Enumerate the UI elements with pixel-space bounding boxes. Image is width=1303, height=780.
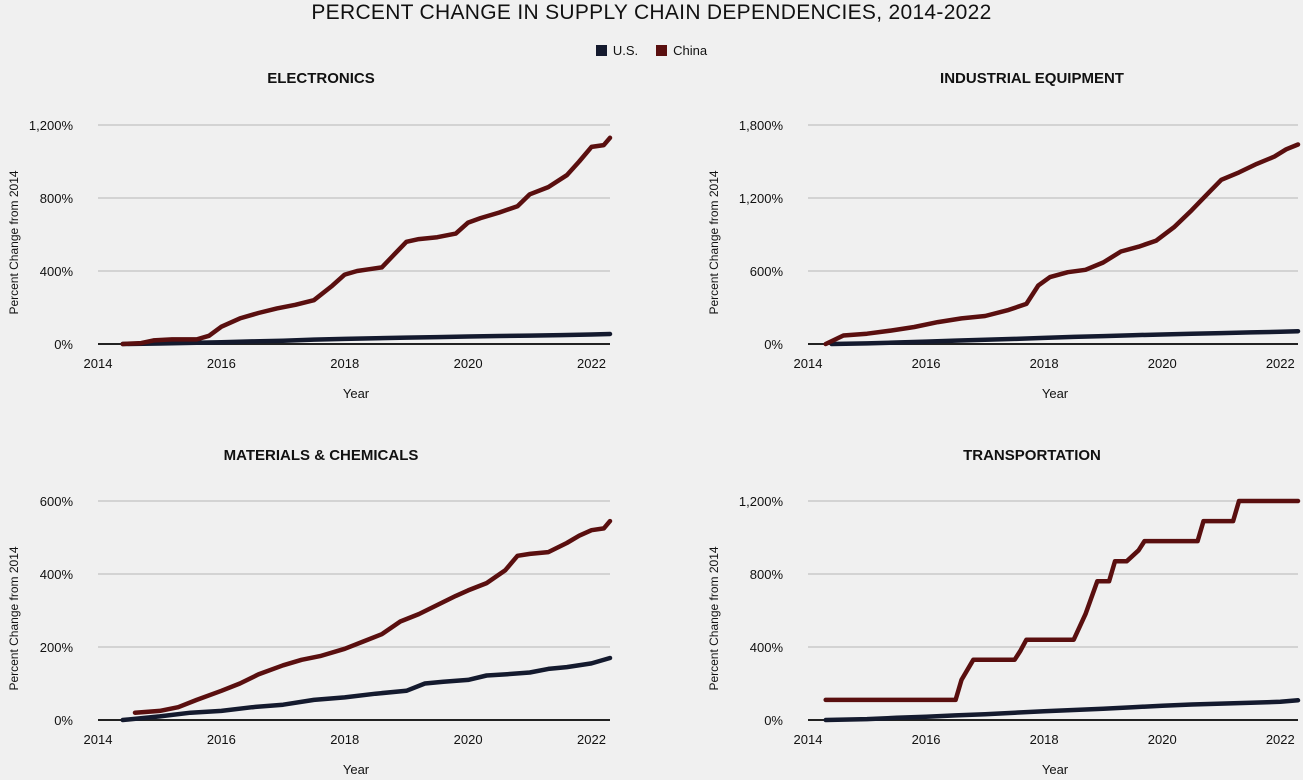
electronics-x-tick-label: 2020 bbox=[454, 356, 483, 371]
materials-chemicals-chart: MATERIALS & CHEMICALS 0% 200% 400% 600% 2014 2… bbox=[7, 447, 613, 777]
industrial-equipment-series-u-s bbox=[829, 328, 1301, 347]
legend-label-us: U.S. bbox=[612, 42, 639, 58]
transportation-x-axis-label: Year bbox=[1042, 762, 1069, 777]
industrial-equipment-title: INDUSTRIAL EQUIPMENT bbox=[940, 70, 1124, 87]
industrial-equipment-x-axis-label: Year bbox=[1042, 386, 1069, 401]
legend-swatch-us bbox=[595, 44, 607, 56]
legend-label-china: China bbox=[673, 42, 708, 58]
materials-chemicals-series-china bbox=[132, 518, 613, 715]
transportation-x-tick-label: 2022 bbox=[1266, 732, 1295, 747]
legend-swatch-china bbox=[656, 44, 668, 56]
industrial-equipment-x-tick-label: 2022 bbox=[1266, 356, 1295, 371]
electronics-y-tick-label: 800% bbox=[40, 191, 74, 206]
electronics-series-china bbox=[120, 135, 613, 347]
transportation-y-tick-label: 0% bbox=[764, 713, 783, 728]
electronics-y-tick-label: 0% bbox=[54, 337, 73, 352]
electronics-y-tick-label: 400% bbox=[40, 264, 74, 279]
transportation-y-tick-label: 400% bbox=[750, 640, 784, 655]
transportation-series-u-s bbox=[823, 698, 1301, 723]
electronics-x-tick-label: 2014 bbox=[84, 356, 113, 371]
legend: U.S. China bbox=[0, 40, 1303, 60]
materials-chemicals-title: MATERIALS & CHEMICALS bbox=[224, 447, 419, 464]
materials-chemicals-y-tick-label: 0% bbox=[54, 713, 73, 728]
materials-chemicals-y-tick-label: 600% bbox=[40, 494, 74, 509]
transportation-series-china bbox=[823, 498, 1301, 703]
transportation-y-tick-label: 1,200% bbox=[739, 494, 784, 509]
industrial-equipment-y-tick-label: 1,800% bbox=[739, 118, 784, 133]
transportation-x-tick-label: 2018 bbox=[1030, 732, 1059, 747]
industrial-equipment-y-tick-label: 0% bbox=[764, 337, 783, 352]
industrial-equipment-series-china bbox=[823, 142, 1301, 347]
materials-chemicals-y-axis-label: Percent Change from 2014 bbox=[7, 546, 21, 690]
materials-chemicals-series-u-s bbox=[120, 655, 613, 723]
industrial-equipment-y-tick-label: 1,200% bbox=[739, 191, 784, 206]
legend-item-china: China bbox=[656, 43, 707, 58]
transportation-x-tick-label: 2014 bbox=[794, 732, 823, 747]
transportation-y-tick-label: 800% bbox=[750, 567, 784, 582]
electronics-x-tick-label: 2018 bbox=[330, 356, 359, 371]
electronics-x-axis-label: Year bbox=[343, 386, 370, 401]
electronics-chart: ELECTRONICS 0% 400% 800% 1,200% 2014 2016 2018 2… bbox=[7, 70, 613, 401]
transportation-x-tick-label: 2020 bbox=[1148, 732, 1177, 747]
electronics-x-tick-label: 2016 bbox=[207, 356, 236, 371]
materials-chemicals-y-tick-label: 200% bbox=[40, 640, 74, 655]
electronics-series-u-s bbox=[120, 331, 613, 347]
industrial-equipment-x-tick-label: 2020 bbox=[1148, 356, 1177, 371]
industrial-equipment-x-tick-label: 2018 bbox=[1030, 356, 1059, 371]
materials-chemicals-x-tick-label: 2016 bbox=[207, 732, 236, 747]
electronics-y-axis-label: Percent Change from 2014 bbox=[7, 170, 21, 314]
materials-chemicals-x-axis-label: Year bbox=[343, 762, 370, 777]
industrial-equipment-y-axis-label: Percent Change from 2014 bbox=[707, 170, 721, 314]
transportation-x-tick-label: 2016 bbox=[912, 732, 941, 747]
industrial-equipment-chart: INDUSTRIAL EQUIPMENT 0% 600% 1,200% 1,800% 20… bbox=[707, 70, 1301, 401]
chart-title: PERCENT CHANGE IN SUPPLY CHAIN DEPENDENC… bbox=[311, 1, 992, 24]
materials-chemicals-y-tick-label: 400% bbox=[40, 567, 74, 582]
transportation-chart: TRANSPORTATION 0% 400% 800% 1,200% 2014 2016 20… bbox=[707, 447, 1301, 777]
electronics-y-tick-label: 1,200% bbox=[29, 118, 74, 133]
materials-chemicals-x-tick-label: 2022 bbox=[577, 732, 606, 747]
legend-item-us: U.S. bbox=[595, 42, 639, 58]
electronics-title: ELECTRONICS bbox=[267, 70, 375, 87]
materials-chemicals-x-tick-label: 2020 bbox=[454, 732, 483, 747]
materials-chemicals-x-tick-label: 2018 bbox=[330, 732, 359, 747]
industrial-equipment-y-tick-label: 600% bbox=[750, 264, 784, 279]
transportation-y-axis-label: Percent Change from 2014 bbox=[707, 546, 721, 690]
electronics-x-tick-label: 2022 bbox=[577, 356, 606, 371]
materials-chemicals-x-tick-label: 2014 bbox=[84, 732, 113, 747]
industrial-equipment-x-tick-label: 2014 bbox=[794, 356, 823, 371]
transportation-title: TRANSPORTATION bbox=[963, 447, 1101, 464]
industrial-equipment-x-tick-label: 2016 bbox=[912, 356, 941, 371]
